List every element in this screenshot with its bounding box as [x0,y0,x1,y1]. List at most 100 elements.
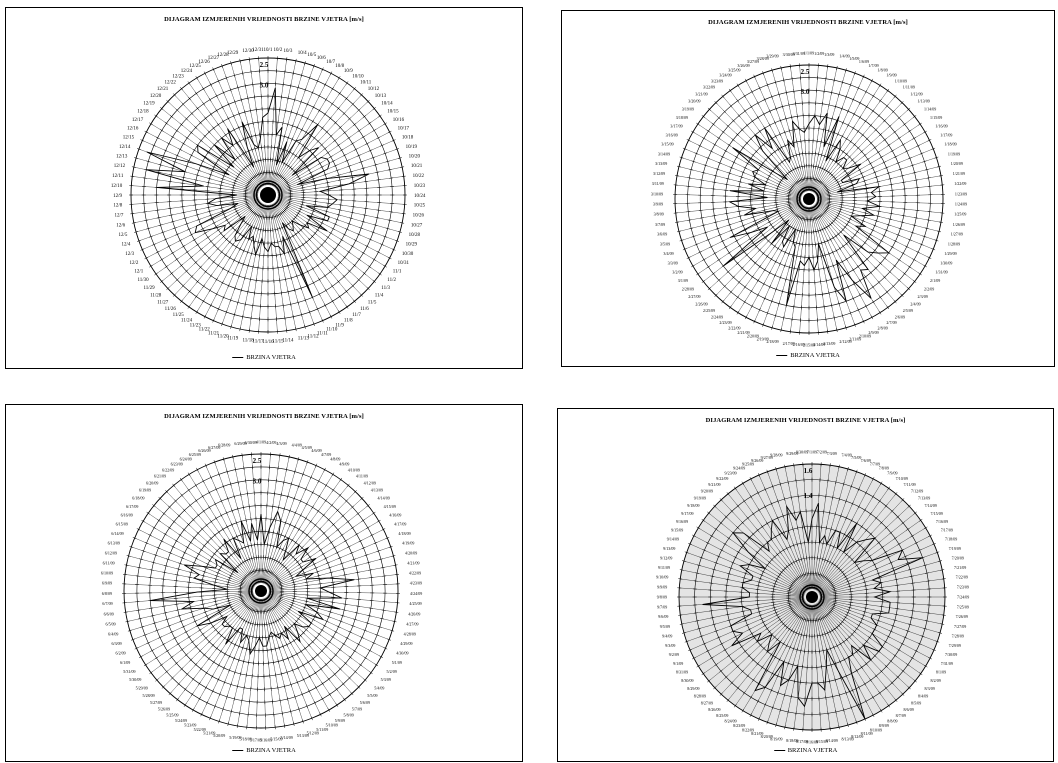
category-label: 8/7/09 [896,713,906,718]
ring-tick [762,282,765,286]
ring-tick [289,640,292,645]
category-label: 4/24/09 [410,591,422,596]
ring-tick [891,624,896,627]
data-point [229,625,231,627]
ring-tick [281,225,284,230]
ring-tick [793,726,795,731]
data-point [871,560,873,561]
ring-tick [874,266,878,270]
ring-tick [874,220,879,222]
ring-tick [729,166,734,169]
ring-tick [883,550,888,554]
ring-tick [762,209,767,211]
ring-tick [799,215,802,220]
ring-tick [846,220,851,224]
data-point [889,607,890,608]
ring-tick [825,695,827,700]
ring-tick [287,135,290,140]
ring-tick [322,513,326,517]
ring-tick [214,225,218,228]
ring-tick [171,545,176,548]
ring-tick [771,705,774,710]
ring-tick [758,129,762,134]
ring-tick [268,569,271,574]
ring-tick [243,110,246,114]
ring-tick [329,571,334,574]
ring-tick [229,553,233,557]
ring-tick [795,213,799,218]
ring-tick [340,614,345,617]
ring-tick [862,180,867,182]
ring-tick [285,642,288,647]
ring-tick [284,520,287,525]
ring-tick [804,572,807,577]
ring-tick [187,81,191,85]
ring-tick [750,304,754,309]
ring-tick [813,177,816,182]
ring-tick [793,611,797,615]
ring-tick [243,276,246,280]
ring-tick [372,258,377,261]
ring-tick [175,278,179,282]
category-label: 9/16/09 [676,519,688,524]
category-label: 10/14 [381,102,393,107]
ring-tick [207,559,212,562]
category-label: 4/1/09 [256,439,266,444]
ring-tick [877,280,881,285]
ring-tick [703,164,708,167]
ring-tick [853,322,856,327]
ring-tick [839,192,844,194]
data-point [280,520,282,522]
category-label: 2/8/09 [878,325,888,330]
data-point [880,582,882,583]
ring-tick [855,563,859,567]
category-label: 9/1/09 [673,661,683,666]
ring-tick [736,664,740,668]
ring-tick [232,454,234,459]
ring-tick [861,133,865,137]
ring-tick [237,300,239,305]
ring-tick [233,228,237,232]
data-point [326,158,328,160]
data-point [291,220,293,222]
ring-tick [792,140,794,145]
center-dot [806,591,818,603]
ring-tick [821,166,824,171]
category-label: 11/29 [143,286,155,291]
ring-tick [312,322,315,327]
ring-tick [813,216,816,221]
category-label: 10/20 [409,154,421,159]
ring-tick [255,159,258,164]
ring-tick [768,270,771,275]
data-point [874,537,876,539]
ring-tick [235,534,239,539]
ring-tick [767,630,772,634]
ring-tick [226,524,229,529]
ring-tick [792,646,795,651]
ring-tick [783,78,785,83]
ring-tick [796,179,800,184]
ring-tick [349,170,353,173]
ring-tick [826,193,831,195]
ring-tick [287,122,289,127]
ring-tick [802,177,805,182]
ring-tick [346,545,351,548]
ring-tick [273,558,276,562]
ring-tick [747,536,751,540]
ring-tick [236,230,240,235]
ring-tick [749,188,754,190]
ring-tick [860,524,864,529]
ring-tick [307,218,311,222]
data-point [798,128,800,129]
ring-tick [834,512,837,517]
ring-tick [244,559,247,563]
ring-tick [778,92,780,97]
ring-tick [795,241,798,246]
ring-tick [829,726,831,731]
ring-tick [880,545,885,549]
ring-tick [715,168,720,171]
ring-tick [719,549,724,552]
category-label: 5/14/09 [280,735,292,740]
ring-tick [836,328,838,333]
ring-tick [739,645,744,649]
